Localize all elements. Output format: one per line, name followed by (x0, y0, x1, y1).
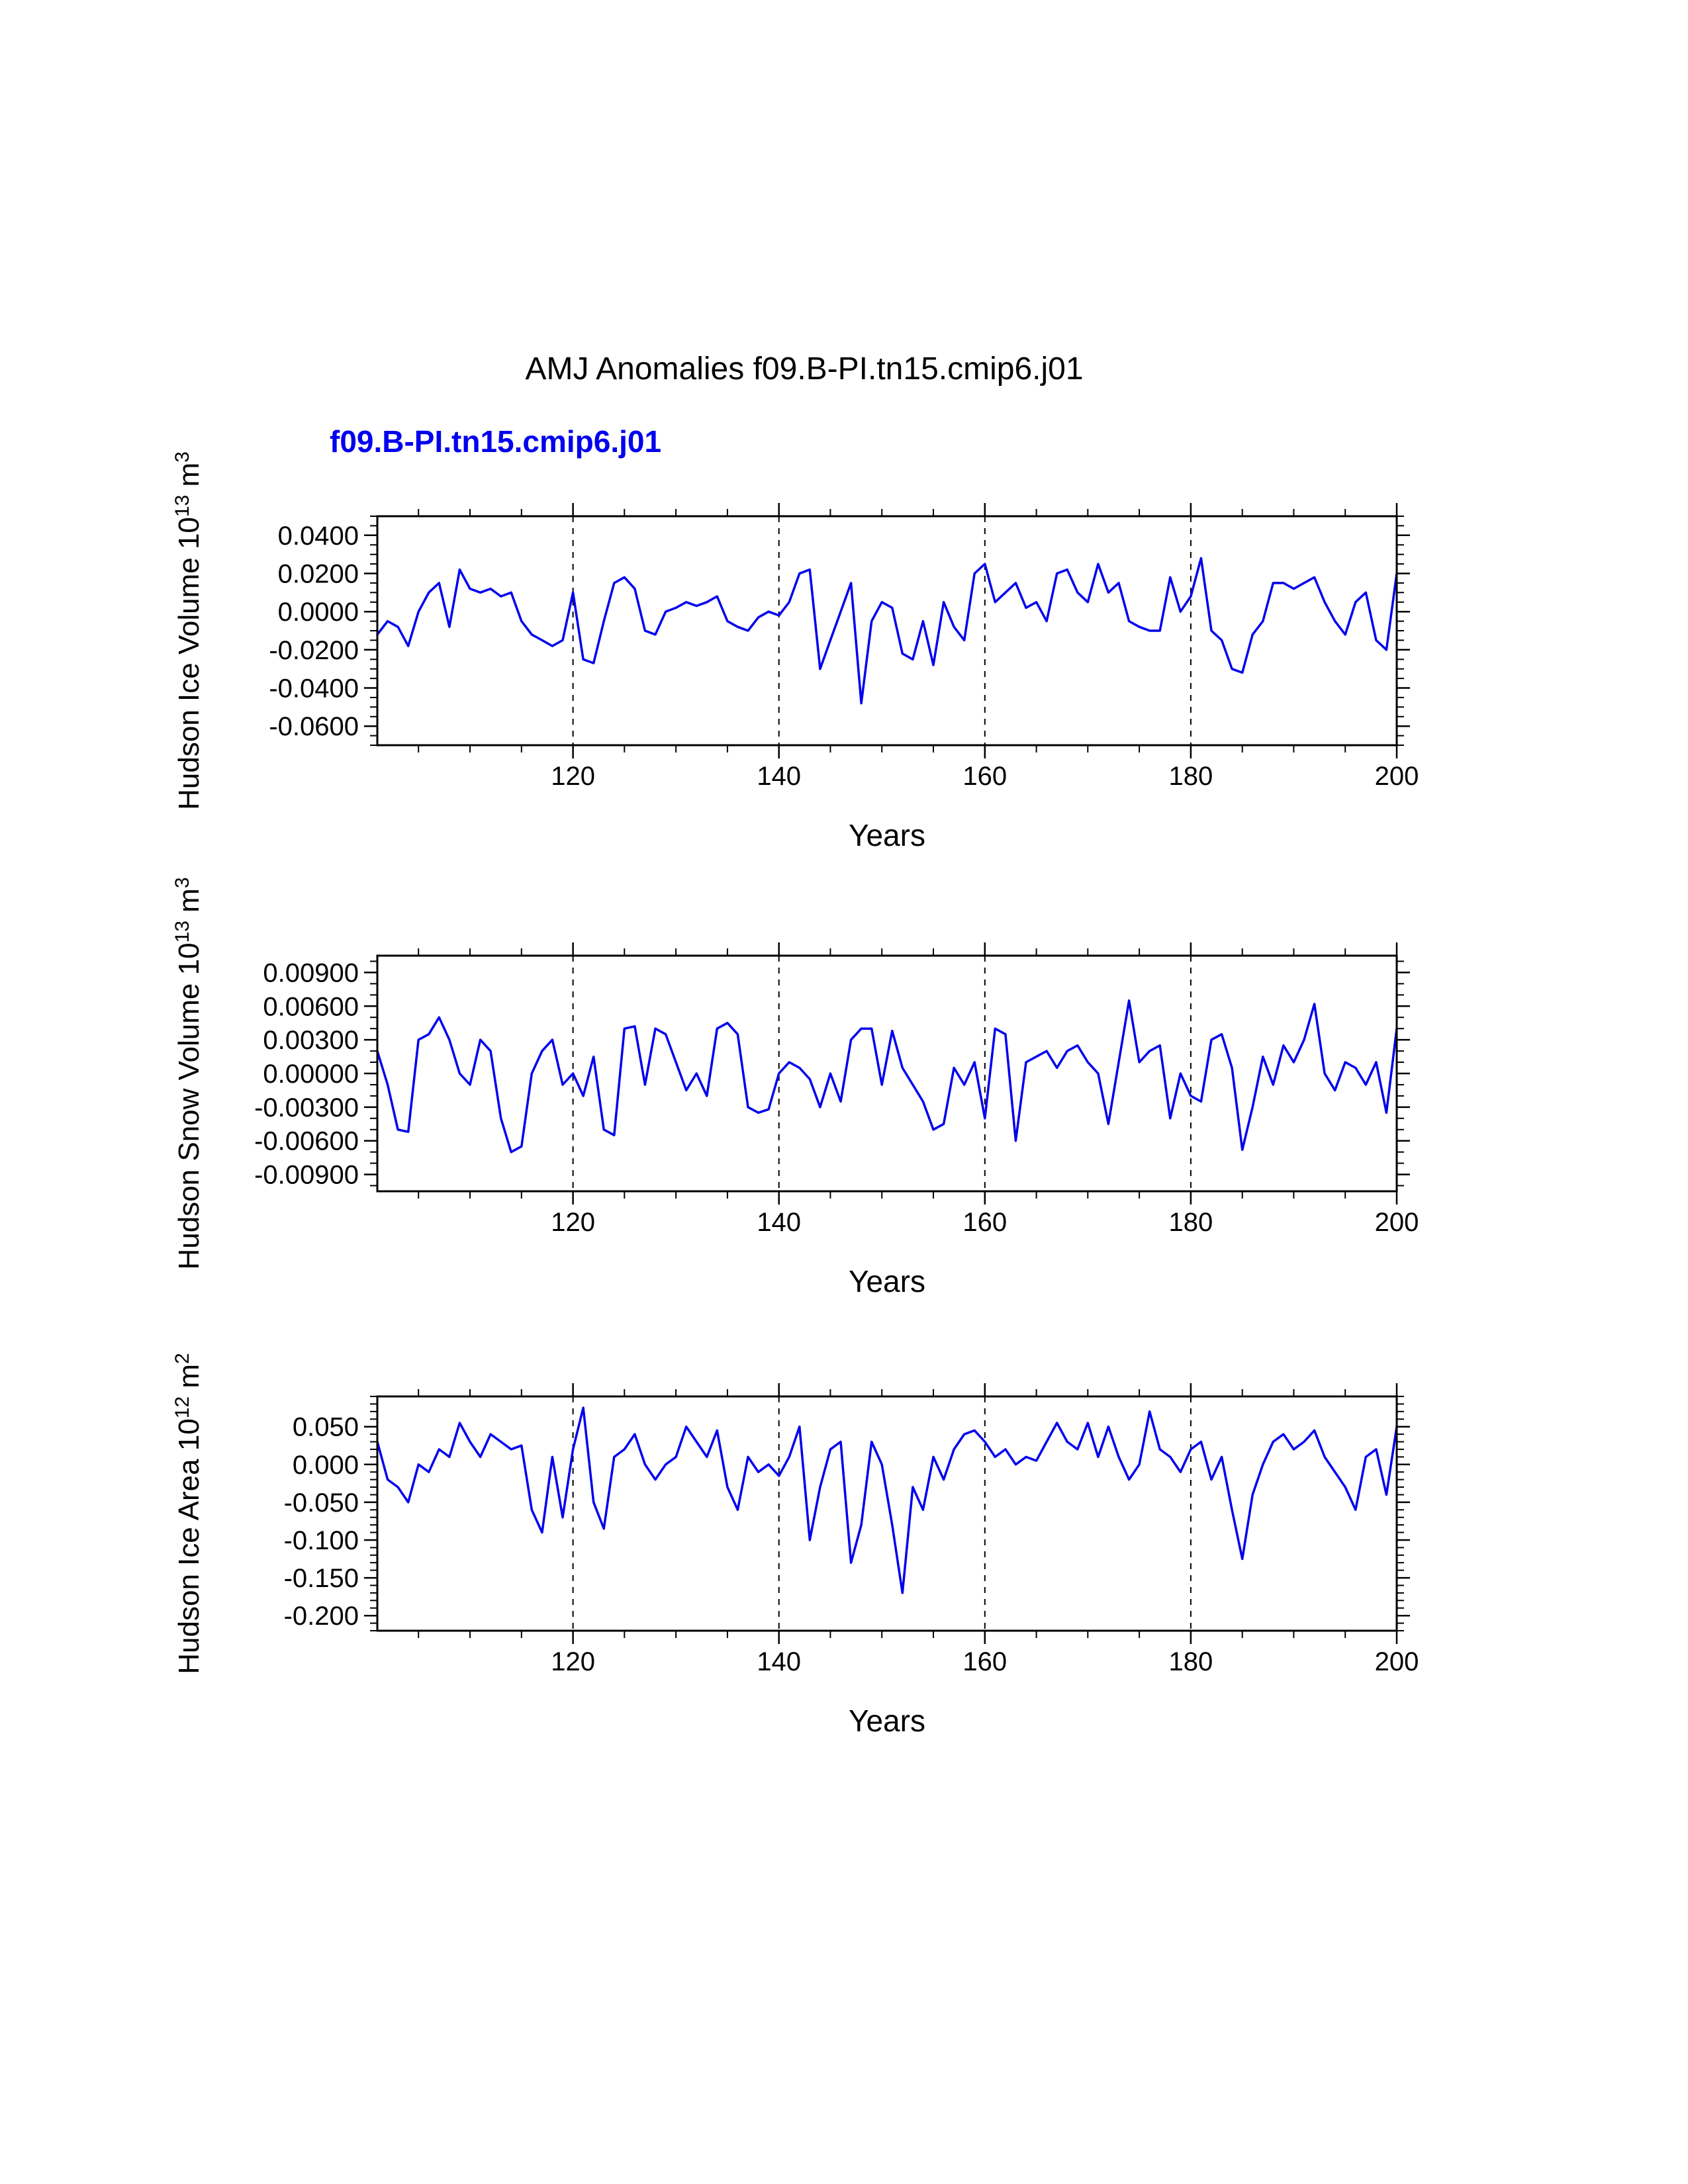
figure-title: AMJ Anomalies f09.B-PI.tn15.cmip6.j01 (525, 351, 1084, 387)
y-tick-label: 0.050 (293, 1413, 359, 1442)
y-tick-label: 0.00000 (263, 1060, 359, 1089)
series-line-hudson-ice-area (376, 1406, 1398, 1594)
y-tick-label: 0.0200 (278, 560, 359, 589)
y-tick-label: 0.00900 (263, 958, 359, 987)
x-tick-label: 160 (962, 762, 1007, 791)
y-tick-label: -0.150 (284, 1564, 359, 1593)
y-tick-label: -0.200 (284, 1602, 359, 1631)
x-tick-label: 120 (551, 762, 595, 791)
series-line-hudson-snow-volume (376, 999, 1398, 1154)
x-tick-label: 140 (757, 1647, 801, 1676)
x-tick-label: 120 (551, 1647, 595, 1676)
x-tick-label: 160 (962, 1647, 1007, 1676)
x-tick-label: 180 (1169, 1208, 1213, 1237)
y-tick-label: -0.00900 (254, 1161, 359, 1190)
plot-box (376, 954, 1398, 1193)
x-tick-label: 200 (1375, 1208, 1419, 1237)
y-tick-label: 0.0000 (278, 598, 359, 627)
series-line-hudson-ice-volume (376, 557, 1398, 705)
x-tick-label: 160 (962, 1208, 1007, 1237)
x-axis-title: Years (849, 818, 925, 852)
y-tick-label: -0.050 (284, 1488, 359, 1518)
x-tick-label: 200 (1375, 1647, 1419, 1676)
x-axis-title: Years (849, 1704, 925, 1738)
y-tick-label: -0.0200 (269, 636, 359, 665)
y-tick-label: 0.000 (293, 1451, 359, 1480)
plot-box (376, 1395, 1398, 1632)
y-tick-label: -0.00600 (254, 1127, 359, 1156)
y-tick-label: 0.00600 (263, 992, 359, 1021)
y-tick-label: 0.00300 (263, 1026, 359, 1055)
x-tick-label: 140 (757, 762, 801, 791)
panel-hudson-ice-area: 120 140 160 180 200 0.050 0.000 -0.050 -0.100 -0.… (171, 1353, 1419, 1738)
legend-series-label: f09.B-PI.tn15.cmip6.j01 (330, 424, 662, 459)
x-tick-label: 180 (1169, 1647, 1213, 1676)
y-tick-label: -0.0400 (269, 674, 359, 704)
x-tick-label: 200 (1375, 762, 1419, 791)
y-tick-label: -0.00300 (254, 1093, 359, 1122)
x-tick-label: 120 (551, 1208, 595, 1237)
x-tick-label: 140 (757, 1208, 801, 1237)
x-axis-title: Years (849, 1264, 925, 1298)
y-tick-label: -0.0600 (269, 712, 359, 741)
y-tick-label: 0.0400 (278, 522, 359, 551)
panel-hudson-snow-volume: 120 140 160 180 200 0.00900 0.00600 0.00300 0.00… (171, 877, 1419, 1298)
y-axis-title: Hudson Snow Volume 1013 m3 (171, 877, 205, 1269)
y-tick-label: -0.100 (284, 1526, 359, 1555)
y-axis-title: Hudson Ice Area 1012 m2 (171, 1353, 205, 1674)
panel-hudson-ice-volume: 120 140 160 180 200 0.0400 0.0200 0.0000 -0.0200… (171, 451, 1419, 852)
y-axis-title: Hudson Ice Volume 1013 m3 (171, 451, 205, 810)
x-tick-label: 180 (1169, 762, 1213, 791)
